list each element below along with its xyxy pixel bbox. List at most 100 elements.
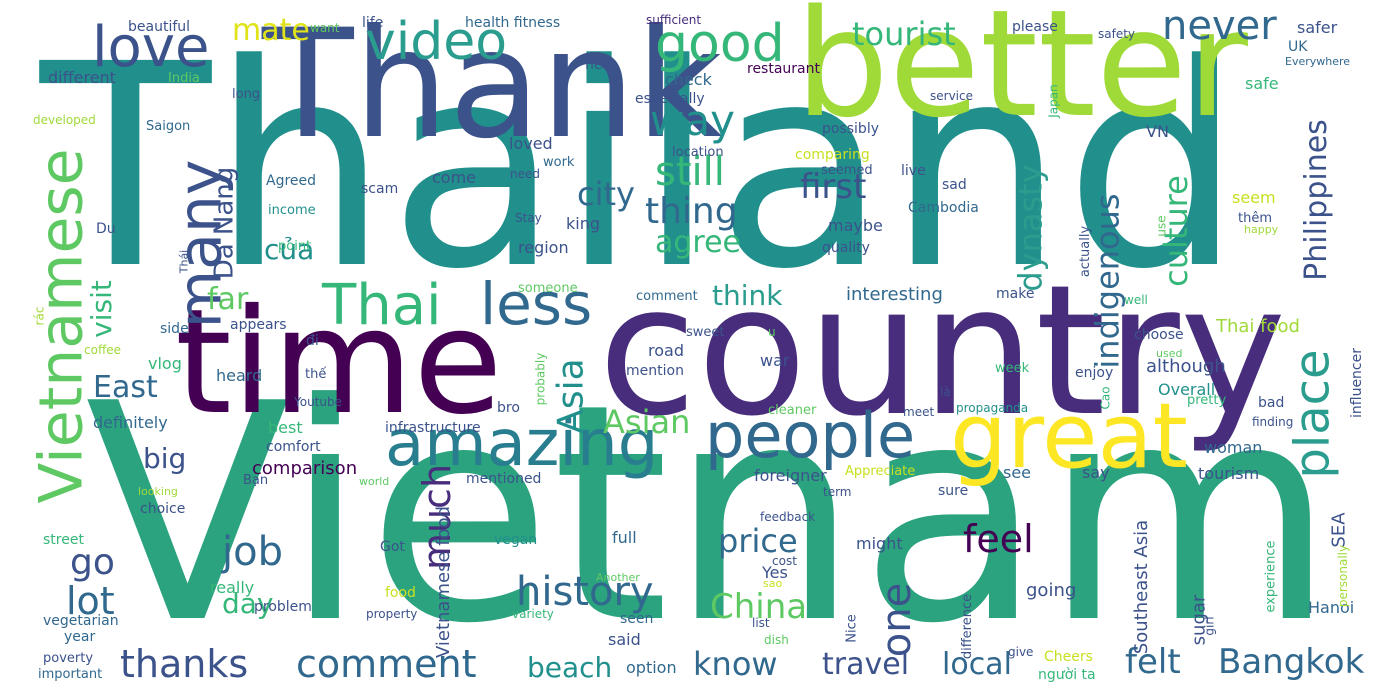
word-dynasty: dynasty xyxy=(1011,164,1050,292)
word-video: video xyxy=(365,12,508,72)
word-need: need xyxy=(510,167,540,181)
word-want: want xyxy=(310,21,340,35)
word-love: love xyxy=(92,15,210,80)
word-agree: agree xyxy=(655,225,742,260)
word-southeast-asia: Southeast Asia xyxy=(1131,519,1153,655)
word-la: là xyxy=(940,385,951,399)
word-japan: Japan xyxy=(1046,84,1061,118)
word-full: full xyxy=(612,528,637,547)
word-girl: girl xyxy=(1202,616,1217,636)
word-especially: especially xyxy=(635,91,705,107)
word-sure: sure xyxy=(938,483,969,499)
word-great: great xyxy=(950,384,1188,489)
word-variety: variety xyxy=(512,607,554,621)
word-thailand: Thailand xyxy=(40,5,1243,331)
word-seem: seem xyxy=(1232,188,1276,207)
word-war: war xyxy=(760,351,790,370)
word-going: going xyxy=(1026,580,1077,601)
word-thanks: thanks xyxy=(120,642,249,686)
word-use: use xyxy=(1154,215,1169,237)
word-yes: Yes xyxy=(762,563,788,582)
word-term: term xyxy=(823,485,852,499)
word-first: first xyxy=(800,167,867,207)
word-looking: looking xyxy=(138,485,178,498)
word-sea: SEA xyxy=(1328,512,1350,548)
word-help: help xyxy=(585,57,616,73)
word-influencer: influencer xyxy=(1349,347,1366,419)
word-service: service xyxy=(930,89,973,103)
word-check: check xyxy=(665,70,712,89)
word-quality: quality xyxy=(822,240,870,256)
word-beach: beach xyxy=(527,651,613,684)
word-local: local xyxy=(942,647,1012,682)
word-mention: mention xyxy=(626,363,684,379)
word-di: đi xyxy=(306,333,319,349)
word-interesting: interesting xyxy=(846,284,943,305)
word-vietnamese-food: Vietnamese food xyxy=(433,505,455,659)
word-infrastructure: infrastructure xyxy=(385,420,481,436)
word-feel: feel xyxy=(963,517,1034,561)
word-job: job xyxy=(222,529,283,575)
word-dish: dish xyxy=(764,633,789,647)
word-bro: bro xyxy=(497,400,520,416)
word-list: list xyxy=(752,616,770,630)
word-overall: Overall xyxy=(1158,380,1216,399)
word-history: history xyxy=(516,569,654,615)
word-experience: experience xyxy=(1263,540,1279,613)
word-amazing: amazing xyxy=(385,407,659,481)
word-might: might xyxy=(856,534,903,553)
word-philippines: Philippines xyxy=(1298,119,1334,281)
word-best: best xyxy=(268,418,303,437)
word-indigenous: indigenous xyxy=(1088,193,1127,369)
word-developed: developed xyxy=(33,113,96,127)
word-vegetarian: vegetarian xyxy=(43,613,119,629)
word-important: important xyxy=(38,667,103,682)
word-tourism: tourism xyxy=(1198,464,1260,483)
word-comfort: comfort xyxy=(266,439,321,455)
word-go: go xyxy=(70,542,115,583)
word-never: never xyxy=(1162,3,1277,49)
word-safety: safety xyxy=(1098,27,1136,41)
word-mentioned: mentioned xyxy=(466,471,542,487)
word-meet: meet xyxy=(903,405,935,419)
word-said: said xyxy=(608,630,641,649)
word-different: different xyxy=(48,68,116,87)
word-seen: seen xyxy=(620,611,654,627)
word-tourist: tourist xyxy=(852,15,956,53)
word-pretty: pretty xyxy=(1187,393,1227,408)
word-ban: Bạn xyxy=(243,473,269,488)
word-coffee: coffee xyxy=(84,343,121,357)
word-still: still xyxy=(655,149,725,195)
word-comment-small: comment xyxy=(636,289,698,304)
word-rac: rác xyxy=(32,306,47,326)
word-beautiful: beautiful xyxy=(128,19,191,35)
word-vlog: vlog xyxy=(148,354,182,373)
word-far: far xyxy=(207,282,249,317)
word-hanoi: Hanoi xyxy=(1308,598,1355,617)
word-sufficient: sufficient xyxy=(646,13,702,27)
word-city: city xyxy=(577,175,635,213)
word-u: u xyxy=(768,325,776,339)
word-make: make xyxy=(996,286,1035,302)
word-place: place xyxy=(1284,349,1341,479)
word-well: well xyxy=(1124,293,1148,307)
word-vn: VN xyxy=(1146,122,1169,141)
word-really: really xyxy=(210,578,255,597)
word-region: region xyxy=(518,238,569,257)
word-youtube: Youtube xyxy=(294,395,342,409)
word-side: side xyxy=(160,321,189,337)
word-country: country xyxy=(598,247,1287,456)
word-people: people xyxy=(705,399,916,472)
word-please: please xyxy=(1012,19,1058,35)
word-asia: Asia xyxy=(550,358,592,434)
word-vegan: vegan xyxy=(494,532,538,548)
word-foreigner: foreigner xyxy=(754,466,827,485)
word-come: come xyxy=(432,168,477,187)
word-got: Got xyxy=(380,539,405,555)
word-stay: Stay xyxy=(515,211,542,225)
word-price: price xyxy=(718,522,798,560)
word-the: thế xyxy=(305,367,327,382)
word-choose: choose xyxy=(1134,327,1184,343)
word-give: give xyxy=(1008,645,1034,659)
word-location: location xyxy=(672,145,724,160)
